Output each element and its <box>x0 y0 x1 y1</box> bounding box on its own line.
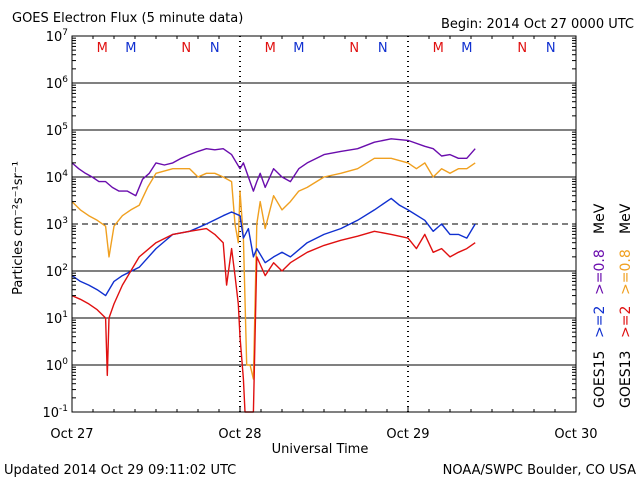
marker-m: M <box>265 41 276 56</box>
legend: GOES15 >=2 >=0.8 MeV GOES13 >=2 >=0.8 MeV <box>592 203 634 408</box>
x-tick-label: Oct 28 <box>218 427 261 442</box>
x-tick-label: Oct 27 <box>50 427 93 442</box>
series-group <box>71 138 476 413</box>
y-tick-label: 10-1 <box>42 404 68 421</box>
series-line-g15_08 <box>71 138 476 197</box>
series-line-g15_2 <box>71 197 476 297</box>
y-tick-label: 105 <box>46 122 68 139</box>
legend-entry: MeV <box>592 203 608 234</box>
x-tick-label: Oct 30 <box>554 427 597 442</box>
marker-m: M <box>433 41 444 56</box>
legend-entry: >=2 <box>618 306 634 338</box>
y-tick-label: 106 <box>46 75 69 92</box>
marker-n: N <box>378 41 388 56</box>
y-tick-label: 102 <box>46 263 68 280</box>
legend-entry: >=2 <box>592 306 608 338</box>
y-tick-label: 104 <box>46 169 69 186</box>
y-tick-label: 107 <box>46 28 68 45</box>
marker-n: N <box>210 41 220 56</box>
marker-n: N <box>181 41 191 56</box>
y-tick-label: 101 <box>46 310 68 327</box>
legend-entry: >=0.8 <box>592 249 608 295</box>
marker-n: N <box>546 41 556 56</box>
y-tick-label: 100 <box>46 357 69 374</box>
marker-n: N <box>517 41 527 56</box>
series-line-g13_08 <box>71 157 476 380</box>
plot-grid <box>72 36 576 412</box>
x-axis-label: Universal Time <box>272 442 369 457</box>
legend-entry: GOES13 <box>618 351 634 408</box>
legend-entry: MeV <box>618 203 634 234</box>
x-tick-label: Oct 29 <box>386 427 429 442</box>
marker-m: M <box>461 41 472 56</box>
y-axis-label: Particles cm⁻²s⁻¹sr⁻¹ <box>11 161 26 295</box>
x-axis-ticks: Oct 27 Oct 28 Oct 29 Oct 30 <box>50 36 598 442</box>
marker-m: M <box>125 41 136 56</box>
y-tick-label: 103 <box>46 216 68 233</box>
marker-n: N <box>349 41 359 56</box>
y-axis-ticks: 10-1 100 101 102 103 104 105 106 107 <box>42 28 576 421</box>
legend-entry: GOES15 <box>592 351 608 408</box>
source-credit: NOAA/SWPC Boulder, CO USA <box>443 463 636 478</box>
marker-m: M <box>293 41 304 56</box>
legend-entry: >=0.8 <box>618 249 634 295</box>
updated-time: Updated 2014 Oct 29 09:11:02 UTC <box>4 463 236 478</box>
begin-time: Begin: 2014 Oct 27 0000 UTC <box>441 17 634 32</box>
chart-title: GOES Electron Flux (5 minute data) <box>12 11 243 26</box>
marker-m: M <box>97 41 108 56</box>
